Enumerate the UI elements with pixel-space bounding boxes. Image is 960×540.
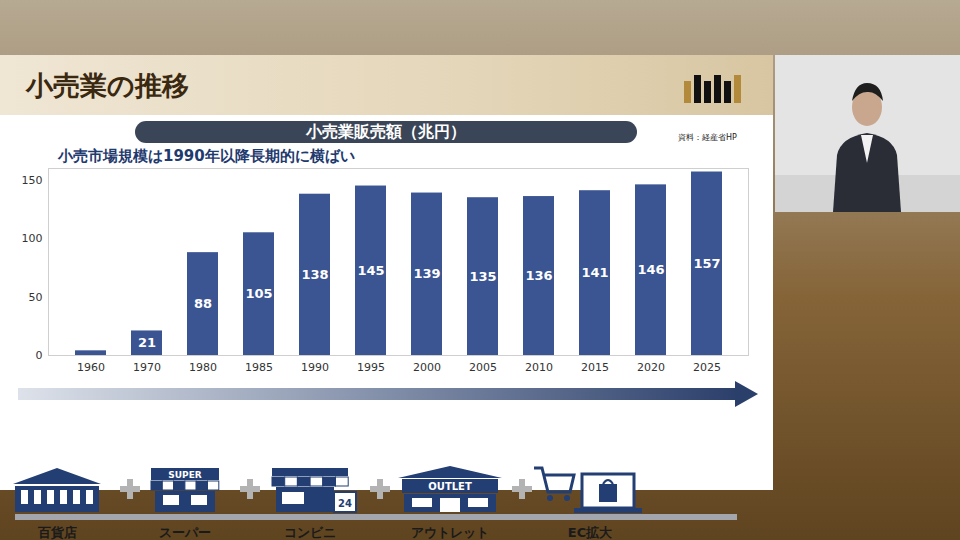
html-text:小売市場規模は1990年以降長期的に横ばい: 小売市場規模は1990年以降長期的に横ばい (58, 147, 355, 165)
svg-text:150: 150 (22, 174, 43, 187)
svg-text:88: 88 (194, 296, 212, 311)
svg-text:EC拡大: EC拡大 (568, 525, 613, 540)
svg-text:1970: 1970 (133, 361, 161, 374)
svg-text:141: 141 (581, 265, 608, 280)
svg-text:2020: 2020 (637, 361, 665, 374)
svg-text:135: 135 (469, 269, 496, 284)
html-text:小売業販売額（兆円）: 小売業販売額（兆円） (306, 122, 466, 141)
svg-text:1980: 1980 (189, 361, 217, 374)
svg-text:1960: 1960 (77, 361, 105, 374)
svg-text:2025: 2025 (693, 361, 721, 374)
svg-text:1995: 1995 (357, 361, 385, 374)
html-text:資料：経産省HP: 資料：経産省HP (678, 133, 737, 142)
svg-text:146: 146 (637, 262, 664, 277)
svg-text:2005: 2005 (469, 361, 497, 374)
svg-text:100: 100 (22, 232, 43, 245)
svg-text:157: 157 (693, 256, 720, 271)
svg-text:24: 24 (338, 498, 352, 509)
svg-text:50: 50 (29, 291, 43, 304)
svg-text:139: 139 (413, 266, 440, 281)
svg-text:2015: 2015 (581, 361, 609, 374)
svg-text:0: 0 (36, 349, 43, 362)
svg-text:コンビニ: コンビニ (284, 525, 336, 540)
svg-text:1985: 1985 (245, 361, 273, 374)
svg-text:スーパー: スーパー (159, 525, 211, 540)
svg-text:OUTLET: OUTLET (428, 481, 472, 492)
svg-text:136: 136 (525, 268, 552, 283)
svg-text:138: 138 (301, 267, 328, 282)
svg-text:105: 105 (245, 286, 272, 301)
svg-text:145: 145 (357, 263, 384, 278)
svg-text:SUPER: SUPER (168, 470, 202, 480)
svg-text:2000: 2000 (413, 361, 441, 374)
html-text:小売業の推移: 小売業の推移 (26, 70, 189, 101)
svg-text:アウトレット: アウトレット (411, 525, 489, 540)
svg-text:1990: 1990 (301, 361, 329, 374)
svg-text:百貨店: 百貨店 (37, 525, 77, 540)
svg-text:21: 21 (138, 335, 156, 350)
svg-text:2010: 2010 (525, 361, 553, 374)
